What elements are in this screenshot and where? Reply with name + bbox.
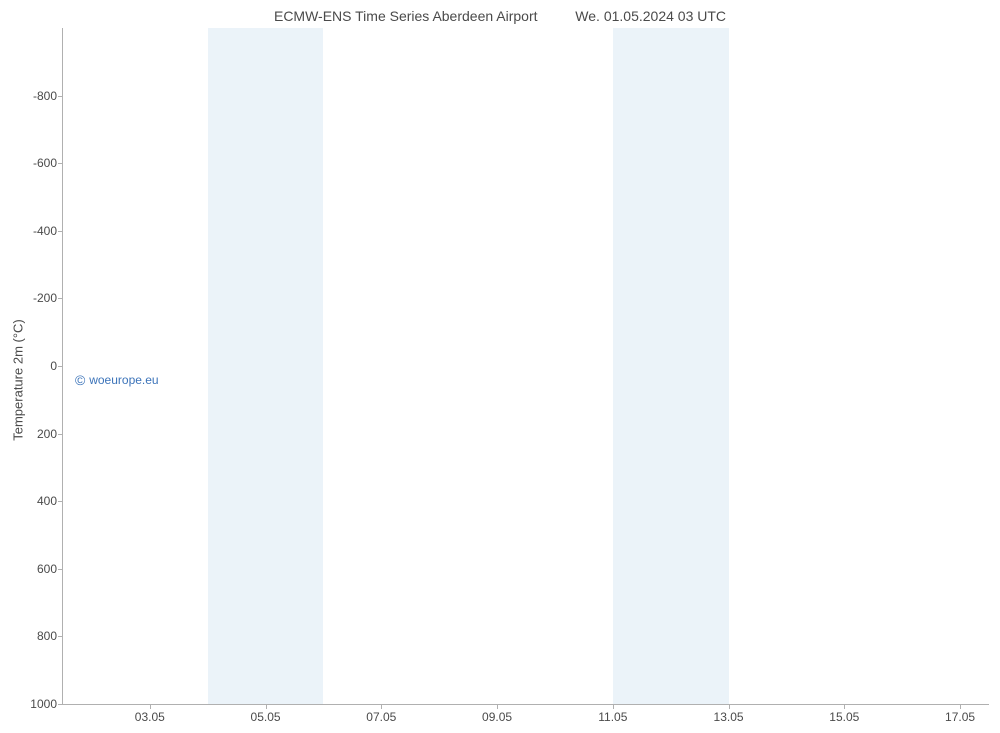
weekend-shade: [208, 28, 324, 704]
y-tick-label: -800: [33, 89, 63, 103]
title-location: Aberdeen Airport: [432, 8, 537, 24]
y-tick-label: 400: [37, 494, 63, 508]
title-datetime: We. 01.05.2024 03 UTC: [575, 8, 726, 24]
x-tick-label: 11.05: [598, 704, 627, 724]
y-axis-label: Temperature 2m (°C): [11, 319, 26, 441]
y-tick-label: 200: [37, 427, 63, 441]
chart-container: ECMW-ENS Time Series Aberdeen Airport We…: [0, 0, 1000, 733]
y-tick-label: 600: [37, 562, 63, 576]
weekend-shade: [613, 28, 729, 704]
y-tick-label: -600: [33, 156, 63, 170]
x-tick-label: 17.05: [945, 704, 975, 724]
y-tick-label: -200: [33, 291, 63, 305]
chart-title: ECMW-ENS Time Series Aberdeen Airport We…: [0, 8, 1000, 24]
x-tick-label: 09.05: [482, 704, 512, 724]
x-tick-label: 05.05: [251, 704, 281, 724]
copyright-icon: ©: [75, 372, 89, 388]
y-tick-label: 1000: [30, 697, 63, 711]
watermark-text: woeurope.eu: [89, 373, 158, 387]
x-tick-label: 07.05: [366, 704, 396, 724]
title-model: ECMW-ENS Time Series: [274, 8, 429, 24]
x-tick-label: 03.05: [135, 704, 165, 724]
x-tick-label: 15.05: [829, 704, 859, 724]
watermark: © woeurope.eu: [75, 372, 159, 388]
y-tick-label: 0: [50, 359, 63, 373]
x-tick-label: 13.05: [714, 704, 744, 724]
y-tick-label: -400: [33, 224, 63, 238]
plot-area: -800-600-400-2000200400600800100003.0505…: [62, 28, 989, 705]
y-tick-label: 800: [37, 629, 63, 643]
